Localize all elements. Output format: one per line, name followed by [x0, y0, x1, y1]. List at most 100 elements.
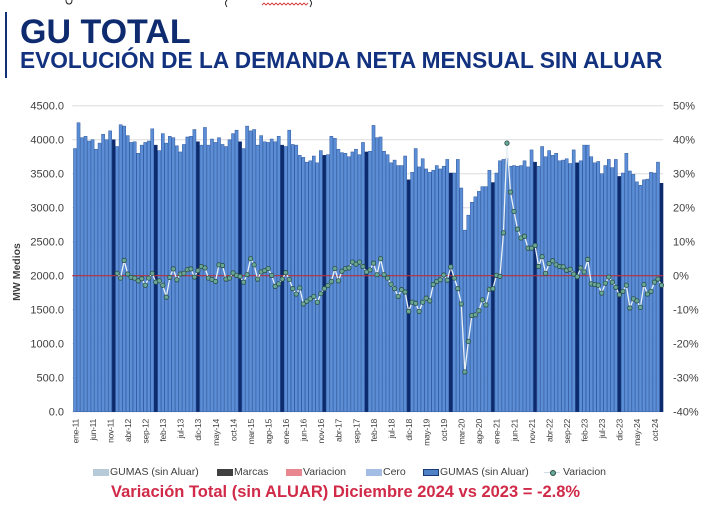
variation-point-abr-15 [251, 262, 257, 268]
bar-oct-21 [526, 166, 530, 412]
x-tick-label: sep-17 [351, 418, 361, 443]
bar-may-11 [87, 140, 91, 412]
bar-jun-22 [554, 153, 558, 412]
bar-feb-19 [413, 148, 418, 412]
bar-oct-24 [652, 172, 657, 412]
bar-nov-24 [656, 161, 660, 412]
variation-point-jul-16 [304, 298, 310, 304]
variation-point-abr-22 [546, 260, 552, 267]
variation-summary: Variación Total (sin ALUAR) Diciembre 20… [111, 483, 581, 501]
legend-label: Marcas [234, 466, 269, 478]
bar-ene-19 [410, 172, 414, 412]
spellcheck-underline [261, 2, 309, 6]
legend-label: Variacion [303, 466, 346, 478]
x-tick-label: oct-14 [228, 418, 238, 441]
x-tick-label: ene-21 [492, 418, 502, 443]
bar-jul-22 [557, 160, 562, 412]
legend-item-variacion-line: Variacion [544, 466, 606, 478]
variation-point-oct-20 [483, 302, 489, 308]
variation-point-may-13 [170, 266, 176, 272]
y-tick-label: 3000.0 [30, 203, 64, 215]
x-tick-label: ago-15 [263, 418, 273, 443]
bar-sep-19 [438, 168, 443, 412]
bar-series-gumas [73, 122, 664, 412]
variation-point-may-18 [381, 272, 387, 278]
x-tick-label: sep-22 [562, 418, 572, 443]
bar-feb-22 [540, 146, 544, 412]
legend-item-gumas: GUMAS (sin Aluar) [423, 466, 529, 478]
variation-point-dic-16 [321, 286, 327, 292]
legend-swatch [286, 468, 302, 476]
x-tick-label: jun-11 [88, 418, 98, 441]
variation-point-mar-15 [248, 256, 254, 262]
variation-point-abr-19 [420, 299, 426, 305]
x-tick-label: oct-19 [439, 418, 449, 441]
variation-point-abr-17 [335, 278, 341, 284]
variation-point-oct-23 [609, 279, 615, 285]
variation-point-nov-16 [318, 291, 324, 297]
variation-point-feb-23 [581, 269, 587, 275]
variation-point-mar-19 [416, 308, 422, 314]
bar-may-20 [466, 214, 471, 412]
x-tick-label: may-14 [211, 418, 221, 445]
x-tick-label: jun-21 [509, 418, 519, 442]
bar-feb-12 [118, 124, 123, 412]
variation-point-feb-21 [497, 273, 503, 279]
x-tick-label: dic-13 [193, 418, 203, 440]
bar-abr-24 [631, 174, 636, 412]
x-tick-label: mar-15 [246, 418, 256, 444]
bar-nov-16 [319, 150, 323, 412]
bar-abr-20 [463, 229, 467, 412]
variation-point-may-16 [297, 285, 303, 291]
variation-point-ago-24 [644, 291, 651, 297]
legend-item-gumas-light: GUMAS (sin Aluar) [93, 466, 199, 478]
legend-swatch [423, 468, 439, 476]
variation-point-ene-12 [114, 270, 120, 276]
bar-may-16 [297, 155, 302, 412]
bar-may-19 [424, 168, 428, 412]
bar-feb-23 [582, 144, 587, 412]
bar-jun-14 [217, 137, 221, 412]
x-tick-label: abr-17 [334, 418, 344, 442]
variation-point-feb-24 [623, 282, 629, 288]
variation-points [114, 140, 665, 375]
bar-feb-13 [161, 133, 165, 412]
variation-point-jun-18 [384, 275, 391, 281]
legend-label: Variacion [563, 466, 606, 478]
variation-point-dic-18 [406, 308, 412, 314]
bar-jul-17 [347, 156, 351, 412]
variation-point-sep-18 [395, 293, 401, 300]
variation-point-sep-23 [606, 274, 612, 280]
variation-point-mar-17 [332, 265, 338, 272]
bar-abr-19 [420, 158, 425, 412]
bar-ago-18 [392, 159, 397, 412]
x-tick-label: ago-20 [474, 418, 484, 443]
bar-abr-21 [505, 158, 509, 412]
bar-dic-18 [406, 179, 411, 412]
y-tick-label: 4000.0 [30, 135, 64, 147]
x-tick-label: feb-13 [158, 418, 168, 441]
y-tick-label: 500.0 [36, 373, 64, 385]
variation-point-ago-23 [602, 280, 608, 286]
variation-point-dic-22 [574, 274, 580, 280]
variation-point-jul-21 [514, 226, 521, 232]
bar-mar-11 [80, 137, 84, 412]
chart-legend: GUMAS (sin Aluar) Marcas Variacion Cero … [0, 463, 709, 481]
bar-dic-24 [659, 182, 664, 412]
y-tick-label: 1000.0 [30, 339, 64, 351]
demand-chart: 0.0 500.0 1000.0 1500.0 2000.0 2500.0 3000.0 35… [11, 101, 699, 446]
bar-oct-23 [610, 167, 615, 412]
x-tick-label: nov-16 [316, 418, 326, 443]
variation-point-jun-19 [427, 298, 433, 304]
variation-point-oct-13 [188, 266, 194, 272]
bar-sep-13 [185, 136, 190, 412]
y-tick-label: 2500.0 [30, 237, 64, 249]
variation-point-nov-21 [528, 245, 535, 251]
x-tick-label: may-19 [422, 418, 432, 445]
variation-point-ago-22 [560, 264, 566, 270]
x-tick-label: oct-24 [650, 418, 660, 441]
title-accent-rule [5, 12, 7, 78]
variation-point-mar-22 [542, 270, 549, 276]
y-tick-label: 2000.0 [30, 271, 64, 283]
y-axis-left-labels: 0.0 500.0 1000.0 1500.0 2000.0 2500.0 3000.0 35… [30, 101, 64, 419]
